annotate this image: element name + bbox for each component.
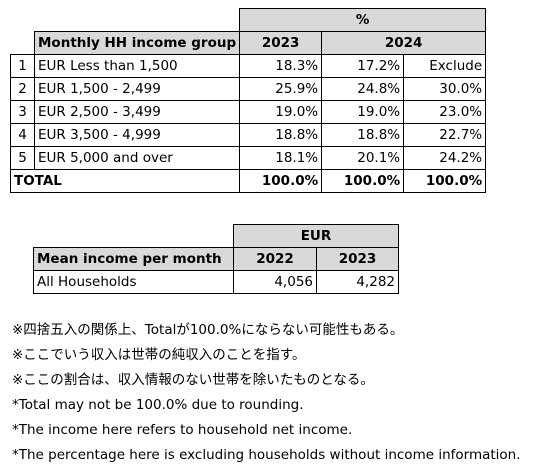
cell-value: 22.7%: [403, 123, 487, 147]
cell-value: Exclude: [403, 54, 487, 78]
table-row: 2 EUR 1,500 - 2,499 25.9% 24.8% 30.0%: [10, 77, 487, 101]
cell-value: 19.0%: [321, 100, 405, 124]
footnote: *The percentage here is excluding househ…: [12, 447, 521, 463]
table-row: 5 EUR 5,000 and over 18.1% 20.1% 24.2%: [10, 146, 487, 170]
total-label: TOTAL: [9, 169, 241, 193]
row-label: EUR 5,000 and over: [33, 146, 241, 170]
footnote: *The income here refers to household net…: [12, 422, 353, 438]
row-label: EUR 2,500 - 3,499: [33, 100, 241, 124]
footnote: *Total may not be 100.0% due to rounding…: [12, 397, 304, 413]
percent-header: %: [239, 8, 487, 32]
footnote: ※ここでいう収入は世帯の純収入のことを指す。: [12, 347, 306, 363]
row-index: 5: [10, 146, 35, 170]
table-row: 4 EUR 3,500 - 4,999 18.8% 18.8% 22.7%: [10, 123, 487, 147]
row-index: 3: [10, 100, 35, 124]
cell-value: 23.0%: [403, 100, 487, 124]
footnote: ※四捨五入の関係上、Totalが100.0%にならない可能性もある。: [12, 322, 404, 338]
cell-value: 18.3%: [239, 54, 323, 78]
table-row: 1 EUR Less than 1,500 18.3% 17.2% Exclud…: [10, 54, 487, 78]
cell-value: 4,282: [316, 270, 399, 294]
total-row: TOTAL 100.0% 100.0% 100.0%: [9, 169, 487, 193]
cell-value: 24.2%: [403, 146, 487, 170]
row-label: EUR Less than 1,500: [33, 54, 241, 78]
row-label: EUR 1,500 - 2,499: [33, 77, 241, 101]
cell-value: 24.8%: [321, 77, 405, 101]
row-index: 4: [10, 123, 35, 147]
total-value: 100.0%: [239, 169, 323, 193]
cell-value: 17.2%: [321, 54, 405, 78]
row-label: All Households: [33, 270, 234, 294]
year-2023-header: 2023: [239, 31, 323, 55]
cell-value: 4,056: [233, 270, 317, 294]
year-2023-header: 2023: [316, 247, 399, 271]
year-2022-header: 2022: [233, 247, 317, 271]
currency-header: EUR: [233, 224, 399, 248]
cell-value: 25.9%: [239, 77, 323, 101]
cell-value: 18.8%: [321, 123, 405, 147]
table-row: All Households 4,056 4,282: [33, 270, 399, 294]
total-value: 100.0%: [321, 169, 405, 193]
cell-value: 20.1%: [321, 146, 405, 170]
total-value: 100.0%: [403, 169, 487, 193]
group-header: Monthly HH income group: [33, 31, 241, 55]
mean-income-header: Mean income per month: [33, 247, 234, 271]
row-index: 1: [10, 54, 35, 78]
footnote: ※ここの割合は、収入情報のない世帯を除いたものとなる。: [12, 372, 374, 388]
cell-value: 18.8%: [239, 123, 323, 147]
table-row: 3 EUR 2,500 - 3,499 19.0% 19.0% 23.0%: [10, 100, 487, 124]
row-label: EUR 3,500 - 4,999: [33, 123, 241, 147]
cell-value: 19.0%: [239, 100, 323, 124]
row-index: 2: [10, 77, 35, 101]
cell-value: 30.0%: [403, 77, 487, 101]
mean-income-table: EUR Mean income per month 2022 2023 All …: [33, 224, 399, 294]
footnotes: ※四捨五入の関係上、Totalが100.0%にならない可能性もある。 ※ここでい…: [12, 318, 521, 468]
income-group-table: % Monthly HH income group 2023 2024 1 EU…: [9, 8, 487, 193]
year-2024-header: 2024: [321, 31, 487, 55]
cell-value: 18.1%: [239, 146, 323, 170]
